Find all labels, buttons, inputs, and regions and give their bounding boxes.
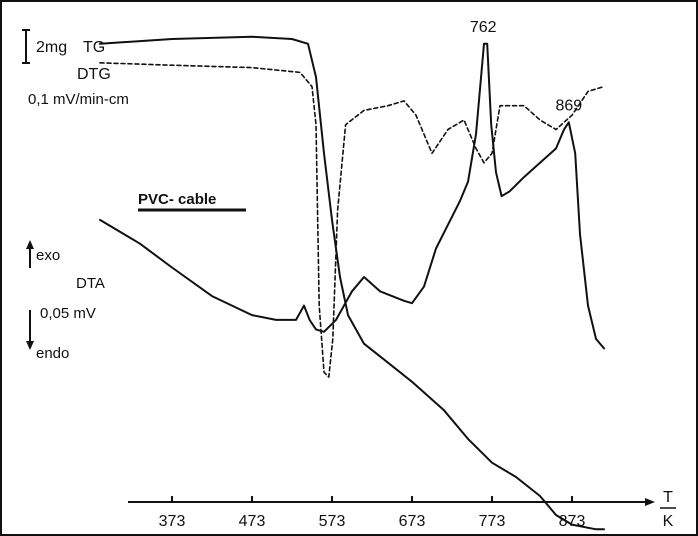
exo-label: exo xyxy=(36,247,60,264)
dtg-series-label: DTG xyxy=(77,66,111,83)
tg-series-label: TG xyxy=(83,39,105,56)
x-tick-label-473: 473 xyxy=(239,513,266,530)
x-axis-ticks: 373 473 573 673 773 873 xyxy=(159,496,586,530)
exo-arrow-icon xyxy=(26,240,34,249)
endo-arrow-icon xyxy=(26,341,34,350)
peak-label-869: 869 xyxy=(555,97,582,114)
tg-curve xyxy=(99,35,605,531)
x-axis-arrow-icon xyxy=(645,498,655,506)
sample-label: PVC- cable xyxy=(138,191,216,208)
dta-scale-label: 0,05 mV xyxy=(40,305,96,322)
dta-series-label: DTA xyxy=(76,275,105,292)
x-unit-bottom: K xyxy=(663,513,674,530)
dtg-curve xyxy=(99,62,605,378)
tg-scale-label: 2mg xyxy=(36,39,67,56)
x-tick-label-573: 573 xyxy=(319,513,346,530)
x-unit-top: T xyxy=(663,489,673,506)
peak-label-762: 762 xyxy=(470,19,497,36)
x-tick-label-773: 773 xyxy=(479,513,506,530)
endo-label: endo xyxy=(36,345,69,362)
x-tick-label-873: 873 xyxy=(559,513,586,530)
x-tick-label-673: 673 xyxy=(399,513,426,530)
dta-curve xyxy=(99,42,605,350)
dtg-scale-label: 0,1 mV/min-cm xyxy=(28,91,129,108)
x-tick-label-373: 373 xyxy=(159,513,186,530)
